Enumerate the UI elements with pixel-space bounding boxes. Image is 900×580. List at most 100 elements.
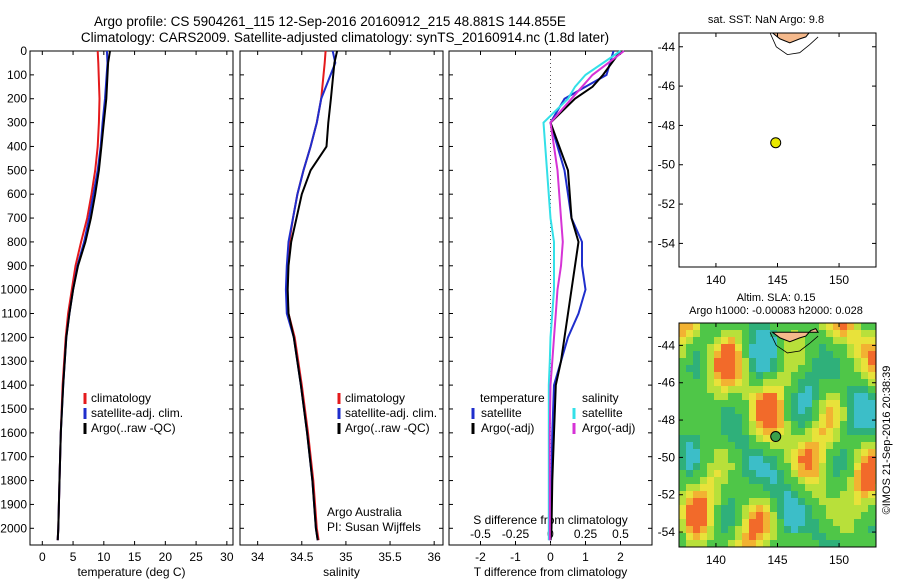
- sla-cell: [805, 477, 813, 485]
- sla-cell: [777, 323, 785, 331]
- sla-cell: [679, 435, 687, 443]
- sla-cell: [847, 442, 855, 450]
- sla-cell: [770, 463, 778, 471]
- sla-cell: [819, 470, 827, 478]
- sla-cell: [819, 505, 827, 513]
- sla-cell: [805, 372, 813, 380]
- sla-cell: [798, 337, 806, 345]
- sla-cell: [784, 484, 792, 492]
- sla-cell: [763, 435, 771, 443]
- sla-cell: [714, 323, 722, 331]
- sla-cell: [742, 351, 750, 359]
- sla-cell: [805, 533, 813, 541]
- sla-cell: [735, 372, 743, 380]
- sst_map-ytick-label: -46: [658, 79, 676, 93]
- salinity-frame: [239, 50, 444, 546]
- sla-cell: [770, 323, 778, 331]
- sla-cell: [826, 400, 834, 408]
- temperature-series-argo-raw-qc-: [56, 50, 111, 541]
- sla-cell: [707, 456, 715, 464]
- sal-diff-tick-label: 0.5: [612, 527, 629, 541]
- sla-cell: [693, 400, 701, 408]
- sla-cell: [770, 540, 778, 547]
- sla-cell: [784, 414, 792, 422]
- sla-cell: [868, 358, 876, 366]
- sla-cell: [854, 337, 862, 345]
- sla-cell: [679, 456, 687, 464]
- sla-cell: [861, 526, 869, 534]
- sla-cell: [679, 470, 687, 478]
- sla-cell: [805, 421, 813, 429]
- sla-cell: [833, 456, 841, 464]
- sla-cell: [749, 435, 757, 443]
- sla-cell: [728, 533, 736, 541]
- sla-cell: [819, 358, 827, 366]
- sla-cell: [763, 372, 771, 380]
- sla-cell: [742, 330, 750, 338]
- sla-cell: [777, 512, 785, 520]
- sla-cell: [812, 526, 820, 534]
- sla-cell: [693, 533, 701, 541]
- sla-cell: [749, 484, 757, 492]
- sla-cell: [700, 526, 708, 534]
- sla-cell: [749, 491, 757, 499]
- sla-cell: [840, 463, 848, 471]
- sla-cell: [847, 428, 855, 436]
- sla-cell: [693, 512, 701, 520]
- sla-cell: [714, 414, 722, 422]
- difference-xtick-label: 2: [617, 550, 624, 564]
- sla-cell: [742, 533, 750, 541]
- sla-cell: [812, 505, 820, 513]
- sla-cell: [679, 519, 687, 527]
- sla-cell: [714, 449, 722, 457]
- sla-cell: [854, 540, 862, 547]
- sla-cell: [714, 491, 722, 499]
- temperature-xtick-label: 0: [39, 550, 46, 564]
- sla-cell: [812, 365, 820, 373]
- sla-cell: [861, 323, 869, 331]
- sla-cell: [735, 358, 743, 366]
- sla-cell: [707, 344, 715, 352]
- sla-cell: [812, 330, 820, 338]
- sla-cell: [777, 540, 785, 547]
- sla-cell: [756, 351, 764, 359]
- sla-cell: [777, 400, 785, 408]
- sla-cell: [707, 463, 715, 471]
- sla-cell: [819, 484, 827, 492]
- sla-cell: [728, 407, 736, 415]
- sla-cell: [847, 449, 855, 457]
- sla-cell: [805, 330, 813, 338]
- sla-cell: [791, 428, 799, 436]
- sla-cell: [770, 407, 778, 415]
- sla-cell: [728, 344, 736, 352]
- sla-cell: [749, 421, 757, 429]
- sla-cell: [791, 379, 799, 387]
- sla-cell: [707, 449, 715, 457]
- sla-cell: [700, 421, 708, 429]
- sla_map-xtick-label: 140: [706, 553, 726, 567]
- sla-cell: [756, 540, 764, 547]
- sla-cell: [826, 540, 834, 547]
- imos-stamp: ©IMOS 21-Sep-2016 20:38:39: [881, 366, 893, 515]
- sla-cell: [847, 323, 855, 331]
- sla-cell: [700, 456, 708, 464]
- sla-cell: [854, 456, 862, 464]
- sla-cell: [693, 442, 701, 450]
- sla-cell: [777, 498, 785, 506]
- sla-cell: [742, 407, 750, 415]
- temperature-series-satellite-adj-clim-: [56, 50, 109, 541]
- sla-cell: [707, 386, 715, 394]
- sst_map-frame: [678, 32, 877, 268]
- sla-cell: [777, 505, 785, 513]
- sla-cell: [721, 386, 729, 394]
- sla-cell: [791, 512, 799, 520]
- sla-cell: [791, 519, 799, 527]
- sla-cell: [819, 351, 827, 359]
- sla-cell: [742, 386, 750, 394]
- sla-cell: [833, 442, 841, 450]
- sla-cell: [840, 358, 848, 366]
- sla-cell: [714, 477, 722, 485]
- sla-cell: [812, 498, 820, 506]
- sla-cell: [686, 477, 694, 485]
- sla-cell: [798, 519, 806, 527]
